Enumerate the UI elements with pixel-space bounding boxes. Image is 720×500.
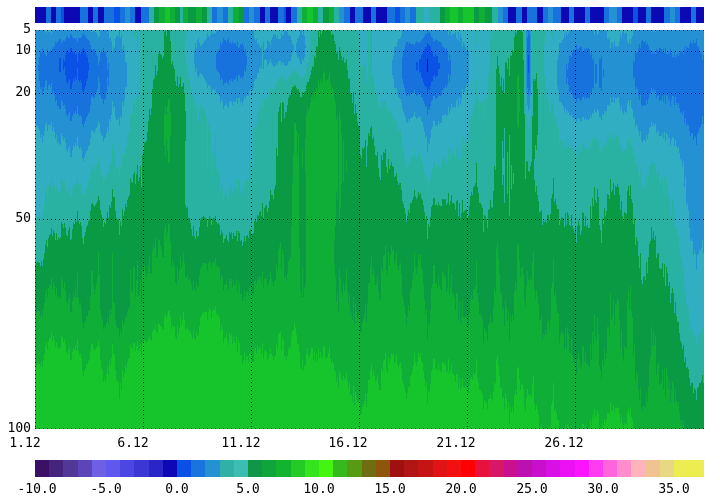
cb-tick-25: 25.0 <box>516 482 548 497</box>
x-tick-11-12: 11.12 <box>221 436 261 451</box>
cb-tick-0: 0.0 <box>165 482 189 497</box>
y-tick-50: 50 <box>15 211 31 226</box>
y-tick-10: 10 <box>15 43 31 58</box>
x-tick-1-12: 1.12 <box>9 436 41 451</box>
x-tick-26-12: 26.12 <box>544 436 584 451</box>
y-tick-20: 20 <box>15 85 31 100</box>
cb-tick-20: 20.0 <box>445 482 477 497</box>
y-tick-100: 100 <box>7 421 31 436</box>
cb-tick-10: 10.0 <box>303 482 335 497</box>
x-tick-21-12: 21.12 <box>436 436 476 451</box>
cb-tick-30: 30.0 <box>587 482 619 497</box>
x-tick-16-12: 16.12 <box>328 436 368 451</box>
y-tick-5: 5 <box>23 22 31 37</box>
cb-tick-5: 5.0 <box>236 482 260 497</box>
colorbar-canvas <box>35 460 704 477</box>
cb-tick-35: 35.0 <box>658 482 690 497</box>
x-tick-6-12: 6.12 <box>117 436 149 451</box>
cb-tick-15: 15.0 <box>374 482 406 497</box>
contour-plot-canvas <box>35 30 704 429</box>
cb-tick-n10: -10.0 <box>17 482 57 497</box>
top-hourly-color-strip <box>35 7 704 23</box>
cb-tick-n5: -5.0 <box>90 482 122 497</box>
